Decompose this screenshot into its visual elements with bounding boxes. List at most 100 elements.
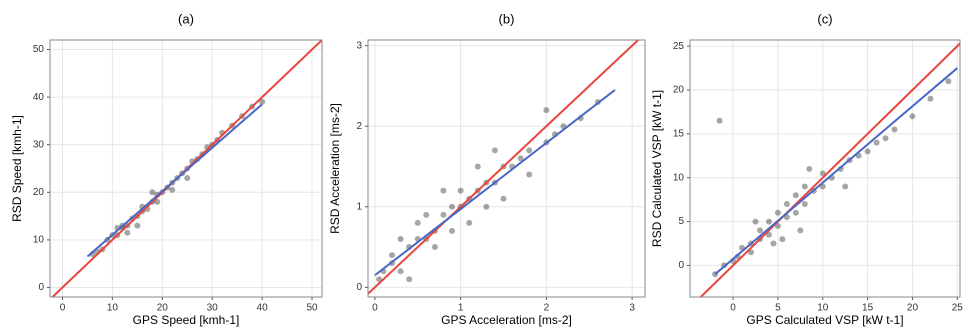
point [801,183,808,190]
point [801,201,808,208]
point [774,209,781,216]
point [765,231,772,238]
y-axis-label: RSD Calculated VSP [kW t-1] [650,90,664,247]
point [440,187,447,194]
point [259,98,266,105]
plot-background [690,40,960,297]
point [474,163,481,170]
x-axis-label: GPS Acceleration [ms-2] [441,313,572,327]
y-tick-label: 1 [356,201,362,212]
point [526,147,533,154]
x-tick-label: 0 [60,303,66,314]
y-tick-label: 15 [673,128,685,139]
point [806,165,813,172]
y-axis-label: RSD Acceleration [ms-2] [328,103,342,234]
y-tick-label: 3 [356,40,362,51]
x-tick-label: 10 [107,303,119,314]
chart-title: (b) [499,11,515,26]
point [927,95,934,102]
x-tick-label: 10 [817,303,829,314]
x-axis-label: GPS Speed [kmh-1] [133,313,240,327]
x-tick-label: 50 [306,303,318,314]
point [500,195,507,202]
point [792,209,799,216]
point [747,249,754,256]
point [423,211,430,218]
x-tick-label: 20 [907,303,919,314]
point [797,227,804,234]
x-axis-label: GPS Calculated VSP [kW t-1] [746,313,903,327]
plot-background [368,40,645,297]
x-tick-label: 1 [458,303,464,314]
point [389,252,396,259]
x-tick-label: 5 [775,303,781,314]
chart-title: (c) [817,11,832,26]
point [406,276,413,283]
fit-line [368,40,639,295]
y-tick-label: 10 [33,235,45,246]
point [491,147,498,154]
point [184,175,191,182]
y-tick-label: 50 [33,44,45,55]
x-tick-label: 3 [629,303,635,314]
point [440,211,447,218]
chart-title: (a) [178,11,194,26]
fit-line [86,103,263,258]
y-axis-label: RSD Speed [kmh-1] [10,115,24,222]
x-tick-label: 40 [257,303,269,314]
point [752,218,759,225]
y-tick-label: 2 [356,121,362,132]
point [819,170,826,177]
plot-border [49,39,323,298]
y-tick-label: 5 [678,216,684,227]
point [154,198,161,205]
y-tick-label: 20 [673,85,685,96]
y-tick-label: 30 [33,139,45,150]
point [169,186,176,193]
point [882,135,889,142]
point [783,201,790,208]
point [765,218,772,225]
x-tick-label: 15 [862,303,874,314]
point [414,219,421,226]
y-tick-label: 25 [673,41,685,52]
point [134,222,141,229]
point [716,117,723,124]
point [770,240,777,247]
point [842,183,849,190]
point [397,268,404,275]
point [756,227,763,234]
point [449,203,456,210]
point [124,229,131,236]
x-tick-label: 20 [157,303,169,314]
point [774,222,781,229]
point [466,219,473,226]
point [483,203,490,210]
x-tick-label: 2 [544,303,550,314]
point [792,192,799,199]
y-tick-label: 0 [678,260,684,271]
fit-line [700,42,960,297]
point [526,171,533,178]
point [431,244,438,251]
point [517,155,524,162]
plot-border [689,39,961,298]
point [543,107,550,114]
point [945,78,952,85]
point [457,187,464,194]
point [909,113,916,120]
y-tick-label: 20 [33,187,45,198]
point [873,139,880,146]
fit-line [374,89,616,277]
point [397,235,404,242]
point [891,126,898,133]
x-tick-label: 0 [372,303,378,314]
y-tick-label: 10 [673,172,685,183]
y-tick-label: 0 [356,282,362,293]
point [864,148,871,155]
x-tick-label: 25 [952,303,964,314]
plot-border [367,39,646,298]
point [449,227,456,234]
x-tick-label: 30 [207,303,219,314]
